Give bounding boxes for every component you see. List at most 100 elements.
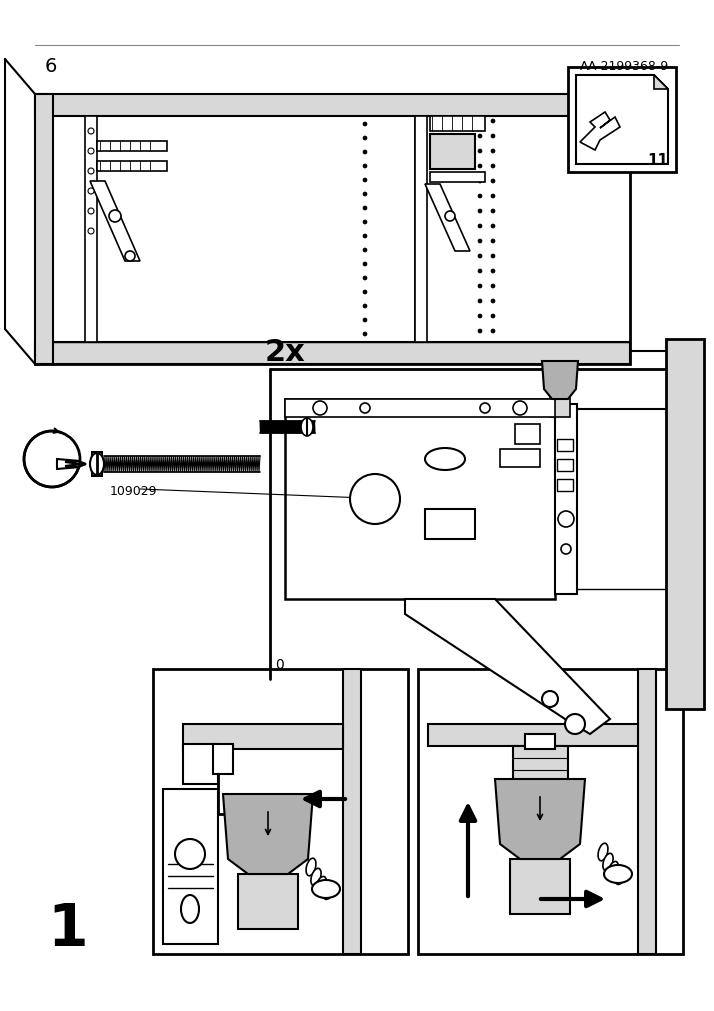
- Bar: [97, 162, 167, 172]
- Bar: [638, 669, 656, 954]
- Polygon shape: [542, 362, 578, 399]
- Circle shape: [478, 330, 482, 334]
- Circle shape: [491, 165, 495, 169]
- Circle shape: [88, 169, 94, 175]
- Circle shape: [478, 285, 482, 289]
- Ellipse shape: [425, 449, 465, 470]
- Bar: [430, 173, 485, 183]
- Ellipse shape: [312, 881, 340, 898]
- Ellipse shape: [598, 843, 608, 861]
- Circle shape: [363, 318, 367, 323]
- Bar: [515, 425, 540, 445]
- Circle shape: [109, 210, 121, 222]
- Polygon shape: [580, 113, 620, 151]
- Bar: [35, 95, 630, 117]
- Bar: [555, 404, 577, 594]
- Circle shape: [363, 220, 367, 224]
- Bar: [285, 399, 555, 418]
- Circle shape: [491, 224, 495, 228]
- Bar: [557, 479, 573, 491]
- Circle shape: [478, 134, 482, 139]
- Ellipse shape: [603, 853, 613, 870]
- Circle shape: [88, 128, 94, 134]
- Circle shape: [363, 235, 367, 239]
- Circle shape: [561, 545, 571, 554]
- Bar: [430, 117, 485, 131]
- Bar: [183, 724, 343, 749]
- Circle shape: [478, 255, 482, 259]
- Bar: [343, 669, 361, 954]
- Bar: [666, 340, 704, 710]
- Bar: [425, 510, 475, 540]
- Polygon shape: [495, 779, 585, 859]
- Bar: [500, 450, 540, 467]
- Polygon shape: [425, 185, 470, 252]
- Text: 0: 0: [275, 657, 283, 671]
- Bar: [35, 95, 630, 365]
- Circle shape: [491, 134, 495, 139]
- Polygon shape: [654, 76, 668, 90]
- Circle shape: [480, 403, 490, 413]
- Circle shape: [363, 304, 367, 308]
- Polygon shape: [223, 795, 313, 875]
- Ellipse shape: [604, 865, 632, 884]
- Ellipse shape: [90, 454, 104, 475]
- Circle shape: [363, 179, 367, 183]
- Circle shape: [478, 180, 482, 184]
- Circle shape: [491, 299, 495, 303]
- Circle shape: [478, 240, 482, 244]
- Circle shape: [313, 401, 327, 416]
- Circle shape: [478, 270, 482, 274]
- Circle shape: [363, 277, 367, 281]
- Circle shape: [175, 839, 205, 869]
- Bar: [510, 859, 570, 914]
- Circle shape: [478, 224, 482, 228]
- Text: 109029: 109029: [110, 484, 158, 497]
- Circle shape: [491, 240, 495, 244]
- Text: AA-2199368-9: AA-2199368-9: [580, 60, 669, 73]
- Circle shape: [491, 195, 495, 199]
- Circle shape: [491, 180, 495, 184]
- Bar: [35, 95, 53, 365]
- Bar: [153, 669, 408, 954]
- Bar: [163, 790, 218, 944]
- Bar: [415, 117, 427, 343]
- Ellipse shape: [311, 868, 321, 886]
- Circle shape: [478, 299, 482, 303]
- Bar: [513, 746, 568, 797]
- Ellipse shape: [301, 419, 313, 437]
- Circle shape: [478, 165, 482, 169]
- Circle shape: [491, 210, 495, 213]
- Circle shape: [363, 165, 367, 169]
- Bar: [213, 744, 233, 774]
- Circle shape: [478, 314, 482, 318]
- Bar: [183, 744, 218, 785]
- Polygon shape: [405, 600, 610, 734]
- Polygon shape: [576, 76, 668, 165]
- Circle shape: [88, 228, 94, 235]
- Ellipse shape: [181, 895, 199, 923]
- Circle shape: [363, 123, 367, 126]
- Bar: [85, 117, 97, 343]
- Circle shape: [363, 291, 367, 295]
- Polygon shape: [57, 460, 80, 469]
- Bar: [285, 399, 555, 600]
- Bar: [97, 142, 167, 152]
- Circle shape: [363, 333, 367, 337]
- Circle shape: [491, 270, 495, 274]
- Ellipse shape: [615, 867, 626, 885]
- Circle shape: [363, 193, 367, 197]
- Circle shape: [491, 120, 495, 124]
- Polygon shape: [90, 182, 140, 262]
- Circle shape: [491, 150, 495, 154]
- Circle shape: [478, 210, 482, 213]
- Bar: [557, 460, 573, 471]
- Ellipse shape: [306, 858, 316, 876]
- Circle shape: [363, 249, 367, 253]
- Circle shape: [363, 136, 367, 141]
- Circle shape: [125, 252, 135, 262]
- Circle shape: [350, 474, 400, 525]
- Circle shape: [360, 403, 370, 413]
- Bar: [568, 68, 676, 173]
- Bar: [525, 734, 555, 749]
